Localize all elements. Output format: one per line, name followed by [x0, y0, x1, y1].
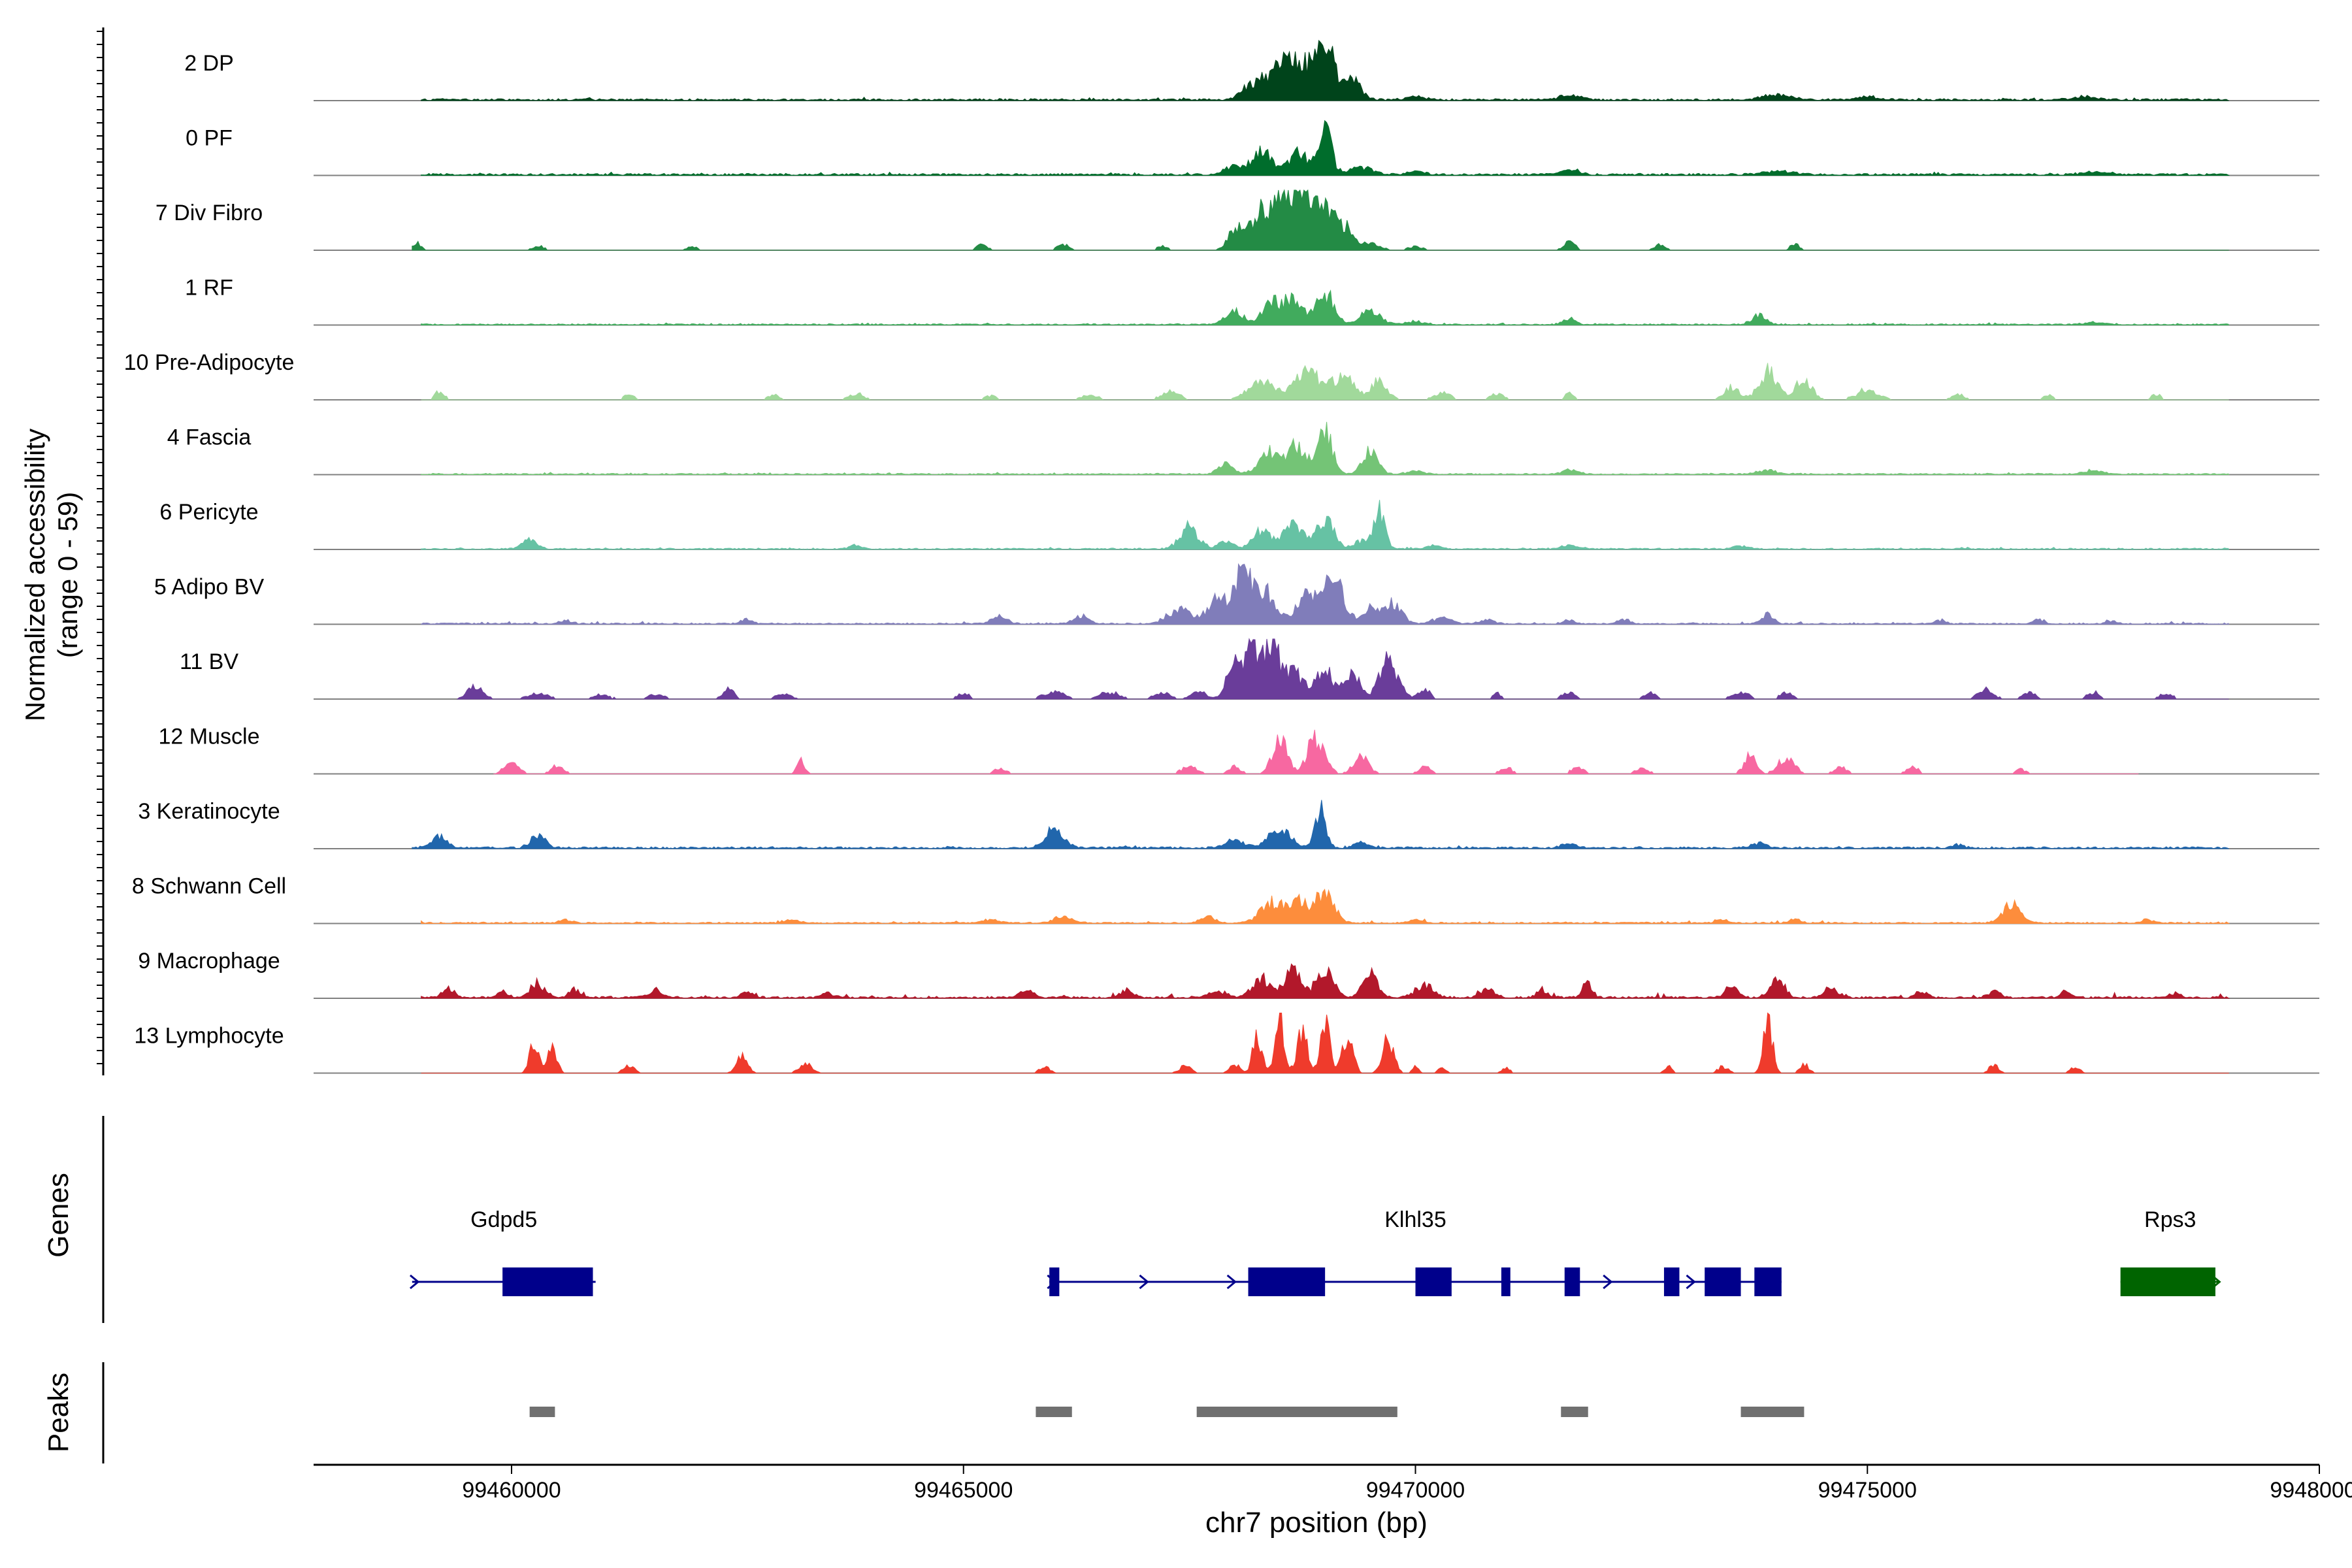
peak-region: [1740, 1407, 1805, 1417]
strand-arrow: [2211, 1274, 2221, 1290]
track-11: 3 Keratinocyte: [138, 799, 2319, 849]
track-label: 1 RF: [185, 276, 233, 301]
gene-exon: [1415, 1267, 1452, 1296]
gene-exon: [2120, 1267, 2215, 1296]
track-2: 0 PF: [186, 120, 2319, 176]
gene-exon: [1564, 1267, 1580, 1296]
coverage-area: [456, 638, 2229, 700]
coverage-area: [421, 363, 2229, 400]
x-axis-label: chr7 position (bp): [1205, 1507, 1428, 1539]
gene-label: Gdpd5: [470, 1207, 537, 1232]
strand-arrow: [1686, 1274, 1696, 1290]
y-axis: [97, 27, 105, 1075]
x-tick-label: 99480000: [2270, 1478, 2352, 1503]
track-4: 1 RF: [185, 276, 2319, 326]
gene-label: Klhl35: [1384, 1207, 1446, 1232]
track-label: 10 Pre-Adipocyte: [124, 350, 295, 375]
gene-Rps3: Rps3: [2120, 1207, 2221, 1296]
coverage-area: [421, 963, 2230, 999]
track-10: 12 Muscle: [159, 725, 2319, 775]
coverage-area: [412, 189, 2229, 251]
track-label: 2 DP: [184, 51, 234, 76]
y-axis-label: Normalized accessibility: [20, 429, 50, 721]
strand-arrow: [409, 1274, 420, 1290]
gene-exon: [502, 1267, 593, 1296]
track-5: 10 Pre-Adipocyte: [124, 350, 2319, 400]
gene-exon: [1248, 1267, 1326, 1296]
track-9: 11 BV: [180, 638, 2319, 700]
track-3: 7 Div Fibro: [155, 189, 2319, 251]
peaks-track: [102, 1362, 1805, 1463]
gene-Gdpd5: Gdpd5: [409, 1207, 596, 1296]
x-tick-label: 99465000: [914, 1478, 1013, 1503]
coverage-area: [412, 800, 2229, 849]
peak-region: [1196, 1407, 1397, 1417]
x-tick-label: 99460000: [462, 1478, 561, 1503]
gene-annotation-track: Gdpd5 Klhl35 Rps3: [102, 1116, 2221, 1323]
coverage-area: [421, 563, 2230, 625]
gene-label: Rps3: [2144, 1207, 2196, 1232]
peak-region: [529, 1407, 555, 1417]
coverage-area: [421, 1012, 2229, 1073]
track-7: 6 Pericyte: [159, 500, 2319, 550]
track-label: 6 Pericyte: [159, 500, 258, 525]
coverage-area: [421, 120, 2230, 176]
track-label: 4 Fascia: [167, 425, 252, 450]
track-6: 4 Fascia: [167, 421, 2319, 476]
gene-exon: [1663, 1267, 1680, 1296]
peak-region: [1561, 1407, 1588, 1417]
gene-exon: [1501, 1267, 1511, 1296]
track-label: 9 Macrophage: [138, 949, 280, 973]
gene-exon: [1754, 1267, 1782, 1296]
coverage-area: [493, 729, 2139, 774]
track-14: 13 Lymphocyte: [134, 1012, 2319, 1074]
genes-track-label: Genes: [42, 1173, 74, 1258]
x-tick-label: 99475000: [1818, 1478, 1917, 1503]
coverage-area: [421, 39, 2229, 101]
strand-arrow: [1226, 1274, 1237, 1290]
coverage-tracks: 2 DP 0 PF 7 Div Fibro 1 RF 10 Pre-Adipocyte 4…: [124, 39, 2319, 1074]
track-label: 5 Adipo BV: [154, 575, 265, 600]
y-axis-range-label: (range 0 - 59): [52, 492, 83, 658]
track-12: 8 Schwann Cell: [132, 874, 2319, 924]
strand-arrow: [1603, 1274, 1613, 1290]
peak-region: [1036, 1407, 1072, 1417]
track-label: 8 Schwann Cell: [132, 874, 286, 899]
track-label: 0 PF: [186, 126, 233, 151]
coverage-area: [421, 500, 2230, 550]
track-label: 11 BV: [180, 649, 238, 674]
strand-arrow: [1047, 1274, 1057, 1290]
track-8: 5 Adipo BV: [154, 563, 2319, 625]
gene-exon: [1705, 1267, 1741, 1296]
strand-arrow: [1139, 1274, 1149, 1290]
x-axis: 99460000 99465000 99470000 99475000 99480000: [314, 1463, 2352, 1503]
coverage-area: [421, 289, 2230, 326]
track-label: 3 Keratinocyte: [138, 799, 280, 824]
track-13: 9 Macrophage: [138, 949, 2319, 999]
track-label: 12 Muscle: [159, 725, 260, 749]
coverage-area: [421, 889, 2230, 924]
track-label: 7 Div Fibro: [155, 201, 263, 225]
track-1: 2 DP: [184, 39, 2319, 101]
coverage-area: [421, 421, 2230, 476]
track-label: 13 Lymphocyte: [134, 1024, 284, 1049]
peaks-track-label: Peaks: [42, 1373, 74, 1452]
x-tick-label: 99470000: [1366, 1478, 1465, 1503]
gene-Klhl35: Klhl35: [1047, 1207, 1782, 1296]
